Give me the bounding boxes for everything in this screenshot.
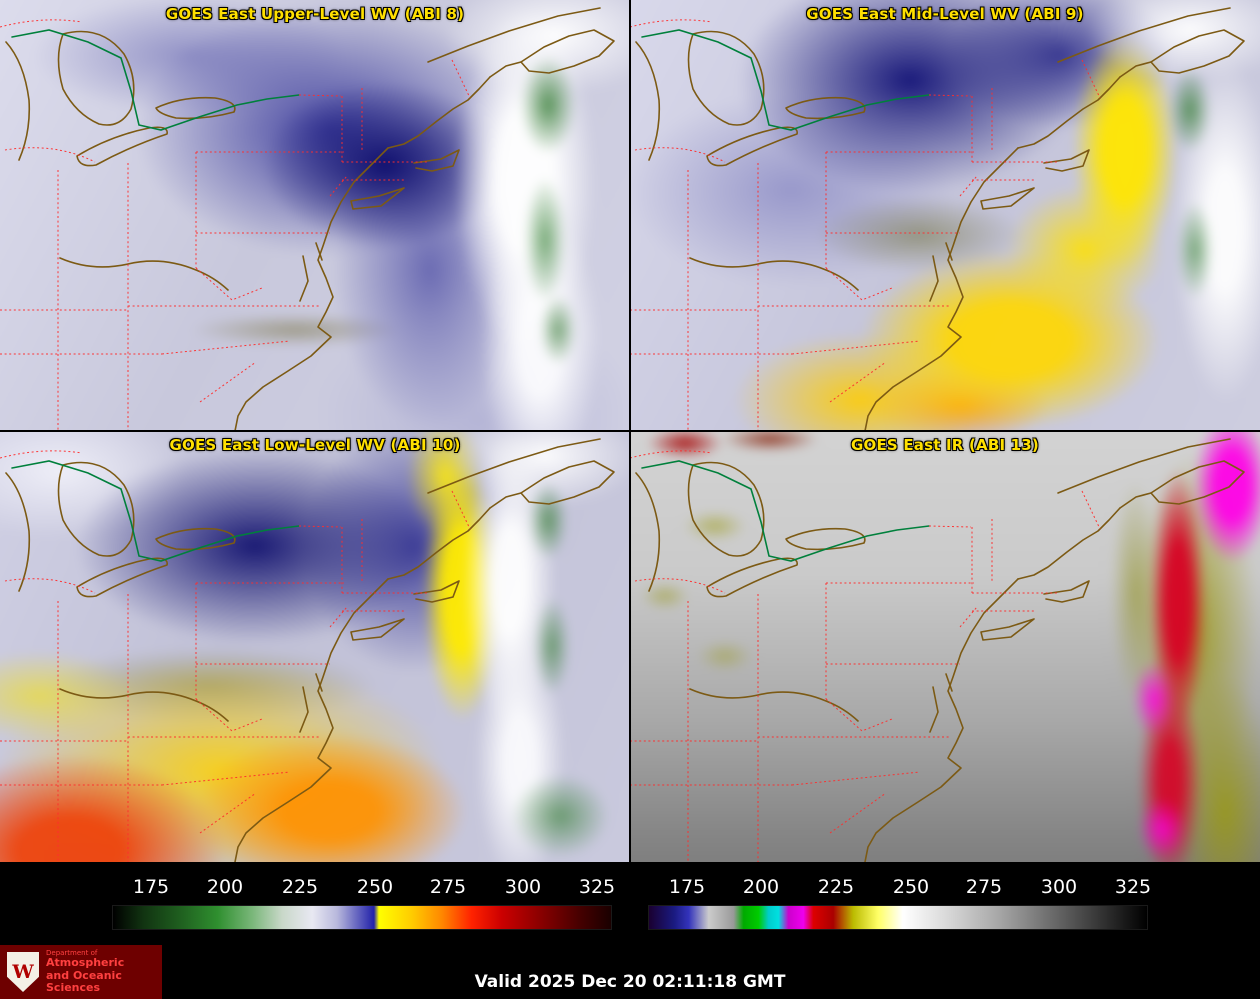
valid-time: Valid 2025 Dec 20 02:11:18 GMT (474, 972, 786, 992)
colorbar-ir-ticks: 175 200 225 250 275 300 325 (648, 876, 1152, 902)
tick-label: 275 (429, 876, 467, 898)
panel-title-abi10: GOES East Low-Level WV (ABI 10) (169, 436, 461, 454)
panel-title-abi9: GOES East Mid-Level WV (ABI 9) (806, 5, 1084, 23)
panel-ir: GOES East IR (ABI 13) (630, 431, 1260, 862)
uw-aos-logo: W Department of Atmospheric and Oceanic … (0, 945, 162, 999)
tick-label: 325 (578, 876, 616, 898)
panel-title-abi13: GOES East IR (ABI 13) (850, 436, 1039, 454)
tick-label: 325 (1114, 876, 1152, 898)
logo-text: Department of Atmospheric and Oceanic Sc… (46, 949, 155, 995)
tick-label: 225 (281, 876, 319, 898)
colorbar-ir-gradient (648, 905, 1148, 930)
satellite-imagery-abi10 (0, 431, 630, 862)
tick-label: 175 (132, 876, 170, 898)
tick-label: 200 (742, 876, 780, 898)
tick-label: 275 (965, 876, 1003, 898)
tick-label: 225 (817, 876, 855, 898)
tick-label: 250 (892, 876, 930, 898)
colorbar-wv-gradient (112, 905, 612, 930)
panel-grid: GOES East Upper-Level WV (ABI 8) GOES Ea… (0, 0, 1260, 862)
panel-low-level-wv: GOES East Low-Level WV (ABI 10) (0, 431, 630, 862)
colorbar-ir: 175 200 225 250 275 300 325 (648, 862, 1152, 945)
logo-line2: and Oceanic Sciences (46, 968, 122, 995)
colorbar-section: 175 200 225 250 275 300 325 175 200 225 … (0, 862, 1260, 945)
logo-line1: Atmospheric (46, 956, 125, 970)
tick-label: 200 (206, 876, 244, 898)
colorbar-wv: 175 200 225 250 275 300 325 (112, 862, 616, 945)
satellite-imagery-abi9 (630, 0, 1260, 431)
panel-mid-level-wv: GOES East Mid-Level WV (ABI 9) (630, 0, 1260, 431)
tick-label: 300 (1040, 876, 1078, 898)
panel-divider-horizontal (0, 430, 1260, 432)
panel-title-abi8: GOES East Upper-Level WV (ABI 8) (165, 5, 465, 23)
tick-label: 300 (504, 876, 542, 898)
panel-upper-level-wv: GOES East Upper-Level WV (ABI 8) (0, 0, 630, 431)
colorbar-wv-ticks: 175 200 225 250 275 300 325 (112, 876, 616, 902)
logo-dept-line: Department of (46, 949, 98, 958)
satellite-imagery-abi8 (0, 0, 630, 431)
satellite-imagery-abi13 (630, 431, 1260, 862)
footer: W Department of Atmospheric and Oceanic … (0, 945, 1260, 999)
tick-label: 175 (668, 876, 706, 898)
tick-label: 250 (356, 876, 394, 898)
